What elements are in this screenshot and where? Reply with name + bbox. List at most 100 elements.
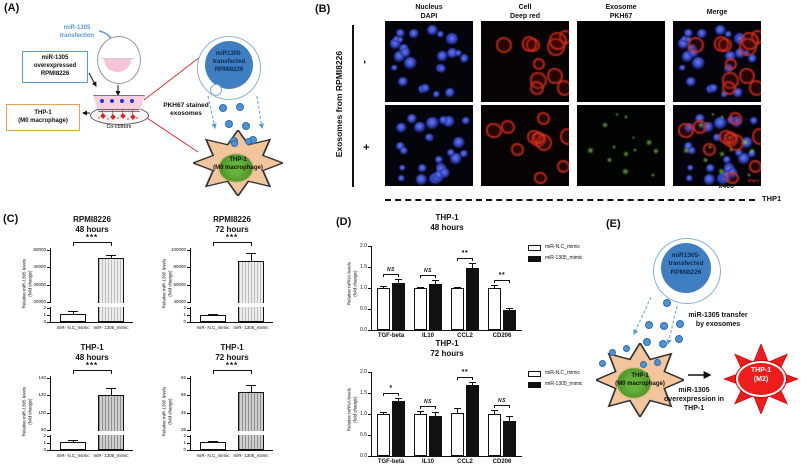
bar-nc-mimic	[414, 414, 427, 456]
cell-blob	[460, 54, 469, 64]
error-bar	[398, 279, 399, 283]
y-tick	[187, 267, 191, 269]
error-bar	[111, 388, 112, 396]
axis-break	[48, 431, 137, 435]
error-cap	[506, 308, 513, 310]
dish-medium	[104, 59, 131, 72]
cell-blob	[391, 65, 398, 72]
exosome-dot	[225, 120, 233, 128]
sig-drop	[251, 370, 252, 374]
cell-blob	[559, 128, 569, 145]
exosome-dot	[654, 359, 661, 366]
transfected-cell-body	[205, 41, 253, 89]
sig-drop	[383, 274, 384, 278]
error-cap	[469, 262, 476, 264]
cell-blob	[461, 116, 470, 125]
cell-blob	[408, 28, 420, 40]
y-tick-label: 120	[38, 392, 46, 398]
y-axis-title: Relative mRNA levels (fold change)	[346, 388, 357, 432]
micrograph-red-plus	[481, 105, 569, 186]
cell-blob	[751, 128, 761, 145]
micrograph-pkh67-minus	[577, 21, 665, 102]
cell-blob	[749, 80, 761, 96]
dish-medium-line	[101, 58, 134, 59]
x-tick-label: CCL2	[457, 459, 473, 465]
cell-blob	[436, 51, 448, 62]
cell-blob	[399, 165, 406, 172]
chart-rpmi8226-72h: RPMI8226 72 hours 40000 60000 80000 100000 0 1…	[155, 214, 305, 342]
cell-blob	[652, 147, 659, 154]
legend-label: miR-N.C_mimic	[545, 370, 580, 376]
x-tick-label: miR- N.C_mimic	[56, 325, 90, 330]
y-tick	[187, 395, 191, 397]
cell-blob	[395, 141, 405, 151]
cell-blob	[747, 149, 757, 159]
x-axis	[50, 322, 133, 323]
cell-blob	[393, 51, 406, 63]
y-tick-label: 30000	[33, 281, 46, 287]
cell-blob	[396, 29, 406, 38]
sig-line	[383, 274, 399, 276]
y-tick	[47, 412, 51, 414]
cell-blob	[425, 133, 433, 142]
cell-blob	[681, 51, 694, 63]
col-header-cell-deepred: Cell Deep red	[510, 4, 540, 21]
y-tick-label: 40000	[173, 299, 186, 304]
cell-blob	[734, 47, 746, 60]
cell-speck	[98, 117, 100, 119]
chart-title: RPMI8226 48 hours	[73, 215, 111, 235]
sig-line	[494, 279, 510, 281]
cell-blob	[719, 115, 724, 120]
y-axis-title: Relative miR-1305 levels (fold change)	[161, 386, 172, 437]
zoom-line-bottom	[143, 115, 199, 153]
error-cap	[417, 286, 424, 288]
error-cap	[106, 254, 116, 256]
cell-blob	[727, 135, 732, 140]
y-tick	[47, 430, 51, 431]
error-cap	[395, 279, 402, 281]
y-tick-label: 20000	[33, 299, 46, 304]
error-cap	[380, 285, 387, 287]
micrograph-dapi-minus	[385, 21, 473, 102]
error-cap	[395, 398, 402, 400]
sig-drop	[457, 257, 458, 261]
rpmi-cell-dot	[110, 99, 114, 103]
y-tick-label: 0.0	[360, 452, 367, 459]
cell-blob	[715, 25, 726, 36]
cell-blob	[703, 174, 716, 186]
sig-drop	[213, 242, 214, 246]
budding-exosome	[210, 84, 222, 96]
y-tick	[47, 284, 51, 286]
cell-blob	[438, 115, 449, 126]
row-axis-label: Exosomes from RPMI8226	[333, 50, 344, 158]
cell-blob	[547, 67, 564, 84]
bar-nc-mimic	[414, 288, 427, 330]
transfected-cell-body-e	[661, 243, 711, 293]
error-bar	[251, 253, 252, 262]
cell-blob	[446, 47, 458, 60]
m2-label: THP-1 (M2)	[750, 367, 772, 384]
exosome-dot	[623, 345, 630, 352]
cell-blob	[586, 146, 594, 155]
sig-drop	[509, 279, 510, 283]
sig-label: NS	[424, 399, 432, 406]
y-tick	[47, 250, 51, 251]
y-tick-label: 40000	[33, 264, 46, 270]
bar-1305-mimic	[98, 257, 124, 322]
cell-blob	[741, 139, 749, 146]
y-tick-label: 0.5	[360, 431, 367, 438]
y-tick	[368, 435, 372, 436]
pkh67-exosome-label: PKH67 stained exosomes	[163, 102, 209, 118]
cell-blob	[496, 36, 513, 53]
co-culture-dish	[88, 92, 150, 126]
cell-blob	[406, 113, 418, 125]
sig-drop	[494, 279, 495, 283]
y-tick	[187, 302, 191, 303]
y-tick-label: 2.0	[360, 368, 367, 375]
sig-label: **	[498, 271, 506, 279]
y-tick-label: 140	[38, 375, 46, 380]
exosome-dot	[245, 138, 252, 145]
cell-blob	[688, 47, 699, 59]
sig-label: *	[389, 385, 393, 393]
y-tick-label: 2	[43, 305, 46, 310]
